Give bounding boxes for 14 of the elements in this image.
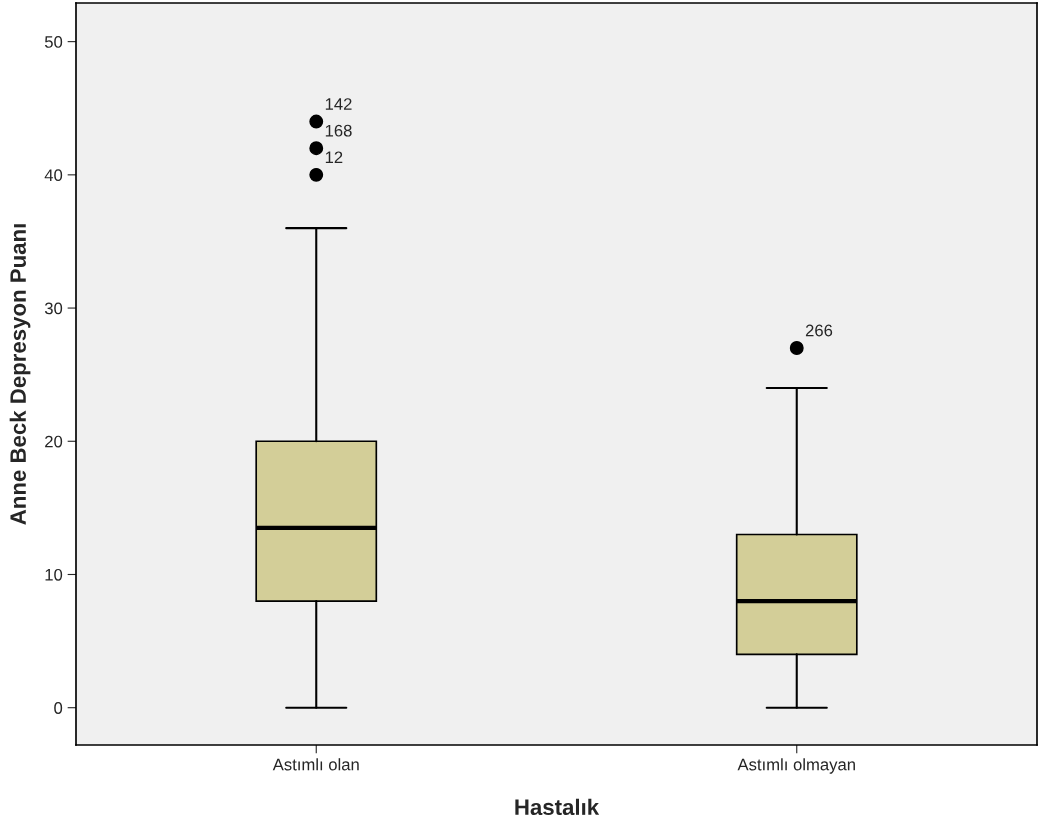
x-tick-label: Astımlı olmayan [737,758,855,774]
x-tick-label: Astımlı olan [272,758,359,771]
annotation: 266 [805,324,833,337]
y-tick-label: 30 [44,302,63,315]
y-tick-label: 50 [44,36,63,48]
y-tick-label: 10 [45,568,63,581]
y-axis-title: Anne Beck Depresyon Puanı [9,224,31,525]
annotation: 12 [325,151,343,164]
annotation: 168 [325,124,352,137]
y-tick-label: 20 [45,435,63,448]
annotation: 142 [325,98,352,110]
y-tick-label: 0 [54,702,63,714]
x-axis-title: Hastalık [515,798,600,816]
y-tick-label: 40 [44,169,63,182]
